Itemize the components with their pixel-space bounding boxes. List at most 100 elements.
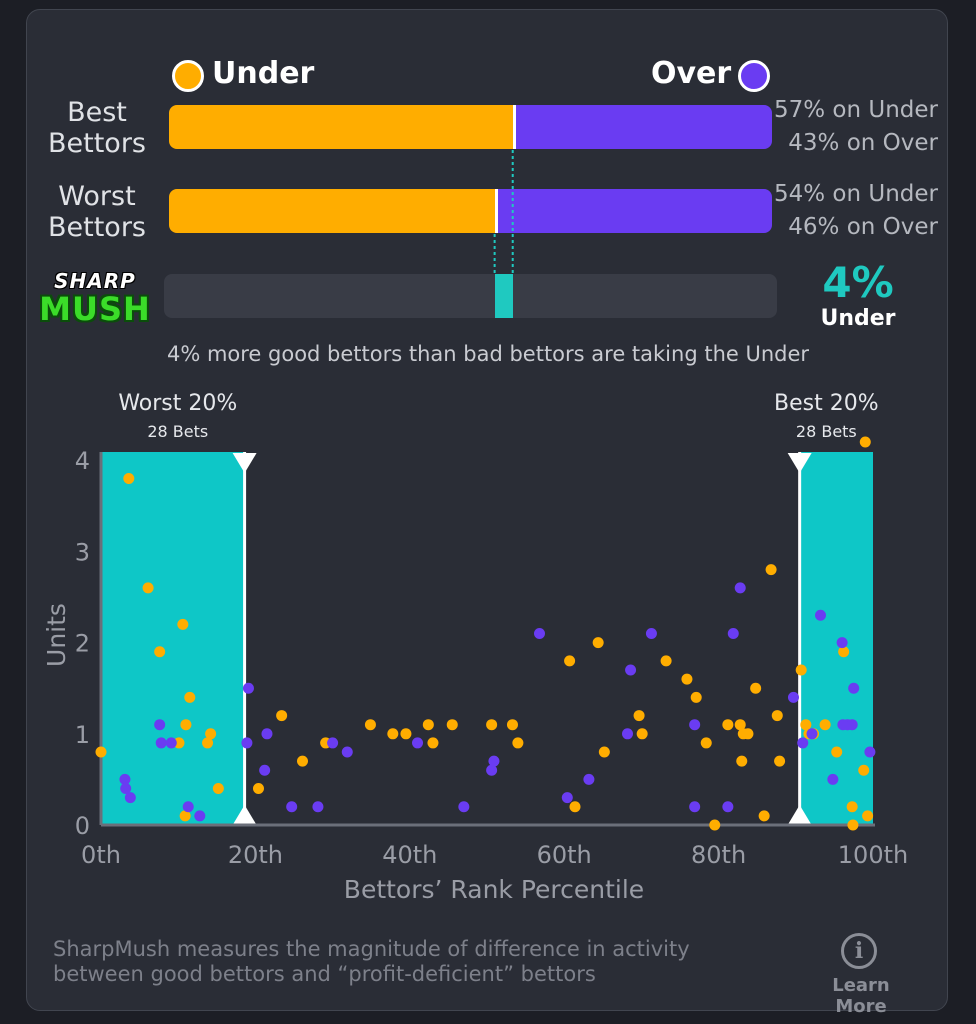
y-tick-label: 1: [75, 721, 90, 749]
footer-description: SharpMush measures the magnitude of diff…: [53, 937, 690, 986]
x-tick-label: 0th: [81, 841, 121, 869]
worst-bettors-label: Worst Bettors: [48, 181, 146, 243]
over-point: [194, 810, 206, 822]
under-point: [173, 737, 185, 749]
worst-bottom-marker: [232, 805, 257, 825]
under-point: [862, 810, 874, 822]
under-point: [512, 737, 524, 749]
x-tick-label: 20th: [228, 841, 283, 869]
best-bettors-label: Best Bettors: [48, 97, 146, 159]
over-point: [286, 801, 298, 813]
under-point: [592, 637, 604, 649]
over-point: [165, 737, 177, 749]
over-point: [722, 801, 734, 813]
under-point: [765, 564, 777, 576]
over-legend-label: Over: [651, 56, 732, 91]
best-over-segment: [512, 105, 772, 149]
under-point: [177, 618, 189, 630]
worst-over-segment: [494, 189, 772, 233]
under-point: [795, 664, 807, 676]
under-point: [486, 719, 498, 731]
under-point: [427, 737, 439, 749]
best-top-marker: [787, 453, 812, 473]
logo-sharp-text: SHARP: [54, 269, 136, 293]
x-tick-label: 40th: [382, 841, 437, 869]
under-legend-dot: [172, 60, 204, 92]
under-point: [858, 764, 870, 776]
under-point: [564, 655, 576, 667]
over-point: [412, 737, 424, 749]
over-point: [645, 628, 657, 639]
under-point: [771, 710, 783, 722]
split-connector-lines: [493, 150, 514, 290]
under-point: [831, 746, 843, 758]
learn-more-link[interactable]: Learn More: [832, 975, 890, 1017]
sharpmush-logo: SHARP MUSH: [36, 270, 154, 326]
under-point: [205, 728, 217, 740]
best-band-title: Best 20%: [774, 391, 879, 416]
over-point: [154, 719, 166, 731]
best-bettors-bar: [169, 105, 772, 149]
under-point: [709, 819, 721, 831]
y-tick-label: 2: [75, 630, 90, 658]
under-point: [633, 710, 645, 722]
over-point: [848, 682, 860, 694]
y-tick-label: 3: [75, 538, 90, 566]
under-point: [722, 719, 734, 731]
over-point: [155, 737, 167, 749]
under-point: [636, 728, 648, 740]
x-tick-label: 80th: [691, 841, 746, 869]
over-point: [120, 783, 132, 795]
under-point: [859, 436, 871, 448]
over-point: [561, 792, 573, 804]
over-point: [182, 801, 194, 813]
over-point: [124, 792, 136, 804]
over-legend-dot: [738, 60, 770, 92]
sharpmush-direction: Under: [820, 306, 896, 331]
best-band-subtitle: 28 Bets: [796, 422, 857, 441]
under-point: [819, 719, 831, 731]
worst-under-segment: [169, 189, 495, 233]
under-point: [252, 783, 264, 795]
under-point: [846, 801, 858, 813]
x-tick-label: 60th: [537, 841, 592, 869]
y-tick-label: 0: [75, 812, 90, 840]
over-point: [827, 773, 839, 785]
best-bettors-split: 57% on Under 43% on Over: [773, 97, 938, 156]
over-point: [622, 728, 634, 740]
under-point: [750, 682, 762, 694]
under-point: [400, 728, 412, 740]
under-point: [774, 755, 786, 767]
over-point: [259, 764, 271, 776]
under-point: [180, 719, 192, 731]
over-point: [797, 737, 809, 749]
over-point: [806, 728, 818, 740]
under-point: [734, 719, 746, 731]
over-point: [458, 801, 470, 813]
over-point: [734, 582, 746, 594]
worst-bettors-bar: [169, 189, 772, 233]
over-point: [625, 664, 637, 676]
under-point: [422, 719, 434, 731]
info-icon[interactable]: i: [841, 933, 877, 969]
under-point: [838, 646, 850, 658]
under-point: [95, 746, 107, 758]
under-point: [184, 691, 196, 703]
over-point: [119, 773, 131, 785]
worst-band-subtitle: 28 Bets: [147, 422, 208, 441]
under-point: [212, 783, 224, 795]
over-point: [787, 691, 799, 703]
best-band: [799, 452, 873, 825]
under-point: [506, 719, 518, 731]
over-point: [327, 737, 339, 749]
over-point: [312, 801, 324, 813]
under-point: [660, 655, 672, 667]
sharpmush-track: [164, 274, 777, 318]
under-point: [758, 810, 770, 822]
over-point: [261, 728, 273, 740]
over-point: [242, 682, 254, 694]
under-point: [296, 755, 308, 767]
under-point: [800, 719, 812, 731]
over-point: [341, 746, 353, 758]
under-point: [690, 691, 702, 703]
